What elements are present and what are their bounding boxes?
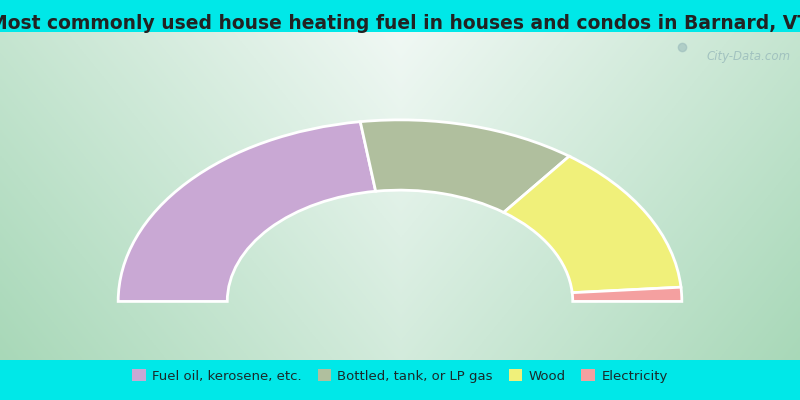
Text: Most commonly used house heating fuel in houses and condos in Barnard, VT: Most commonly used house heating fuel in…	[0, 14, 800, 33]
Wedge shape	[504, 156, 681, 293]
Wedge shape	[360, 120, 570, 212]
Wedge shape	[572, 287, 682, 302]
Text: City-Data.com: City-Data.com	[706, 50, 791, 62]
Wedge shape	[118, 122, 376, 302]
Legend: Fuel oil, kerosene, etc., Bottled, tank, or LP gas, Wood, Electricity: Fuel oil, kerosene, etc., Bottled, tank,…	[127, 364, 673, 388]
